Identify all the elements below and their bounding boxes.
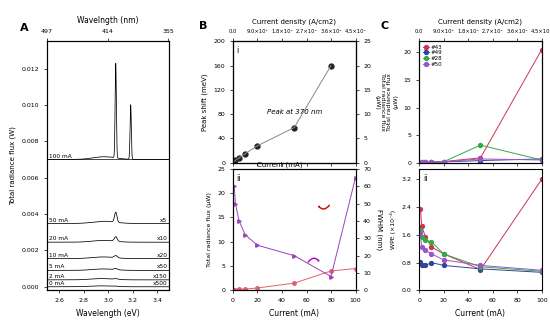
Line: #50: #50 [419, 157, 544, 165]
Y-axis label: Total radiance flux (W): Total radiance flux (W) [9, 126, 16, 205]
#28 [538, 158, 545, 162]
Text: x50: x50 [156, 264, 167, 270]
Line: #43: #43 [419, 48, 544, 164]
Text: i: i [236, 46, 239, 55]
#28 [417, 161, 424, 165]
Text: 0 mA: 0 mA [49, 281, 64, 286]
#49 [422, 160, 428, 164]
X-axis label: Wavelngth (nm): Wavelngth (nm) [77, 16, 139, 25]
#28 [422, 160, 428, 164]
X-axis label: Wavelength (eV): Wavelength (eV) [76, 309, 140, 317]
#50 [419, 160, 425, 164]
#49 [417, 161, 424, 165]
#43 [441, 160, 447, 164]
#28 [419, 160, 425, 164]
Text: A: A [20, 23, 29, 33]
Y-axis label: WPE (×10⁻⁴): WPE (×10⁻⁴) [390, 210, 396, 249]
Y-axis label: Total radiance flux
(μW): Total radiance flux (μW) [374, 73, 385, 131]
#49 [441, 160, 447, 164]
Text: Current (mA): Current (mA) [257, 161, 303, 168]
Text: ii: ii [236, 174, 241, 183]
Y-axis label: FWHM (nm): FWHM (nm) [376, 209, 382, 250]
#49 [428, 160, 435, 164]
Legend: #43, #49, #28, #50: #43, #49, #28, #50 [422, 44, 443, 68]
Y-axis label: Peak shift (meV): Peak shift (meV) [201, 73, 208, 131]
Y-axis label: Total radiance flux (μW): Total radiance flux (μW) [207, 192, 212, 267]
X-axis label: Current density (A/cm2): Current density (A/cm2) [252, 18, 336, 24]
#43 [417, 160, 424, 164]
Text: 50 mA: 50 mA [49, 217, 68, 222]
#49 [419, 160, 425, 164]
Text: x20: x20 [156, 253, 167, 258]
#50 [428, 160, 435, 164]
Text: B: B [199, 21, 207, 31]
#50 [422, 160, 428, 164]
#43 [419, 160, 425, 164]
#28 [441, 160, 447, 164]
Text: ii: ii [423, 174, 427, 183]
#43 [477, 156, 484, 160]
Text: x500: x500 [153, 281, 167, 286]
Text: 2 mA: 2 mA [49, 274, 64, 279]
#49 [477, 159, 484, 163]
Text: 10 mA: 10 mA [49, 253, 68, 258]
Text: 20 mA: 20 mA [49, 236, 68, 241]
#50 [441, 160, 447, 164]
#50 [538, 158, 545, 162]
#43 [422, 160, 428, 164]
X-axis label: Current density (A/cm2): Current density (A/cm2) [438, 18, 522, 24]
X-axis label: Current (mA): Current (mA) [270, 309, 319, 317]
#50 [477, 157, 484, 161]
#50 [417, 161, 424, 165]
Text: x150: x150 [153, 274, 167, 279]
FancyArrowPatch shape [308, 258, 318, 262]
FancyArrowPatch shape [319, 205, 329, 209]
Text: 5 mA: 5 mA [49, 264, 64, 270]
X-axis label: Current (mA): Current (mA) [455, 309, 505, 317]
Y-axis label: Total radiance flux
(μW): Total radiance flux (μW) [387, 73, 398, 131]
Text: 100 mA: 100 mA [49, 153, 72, 158]
#28 [428, 160, 435, 164]
Text: i: i [423, 46, 425, 55]
Text: C: C [380, 21, 388, 31]
Text: x5: x5 [160, 217, 167, 222]
#43 [538, 48, 545, 51]
Line: #28: #28 [419, 143, 544, 165]
Text: Peak at 370 nm: Peak at 370 nm [267, 109, 323, 115]
#43 [428, 160, 435, 164]
#49 [538, 157, 545, 161]
Text: x10: x10 [157, 236, 167, 241]
#28 [477, 143, 484, 147]
Line: #49: #49 [419, 157, 544, 165]
